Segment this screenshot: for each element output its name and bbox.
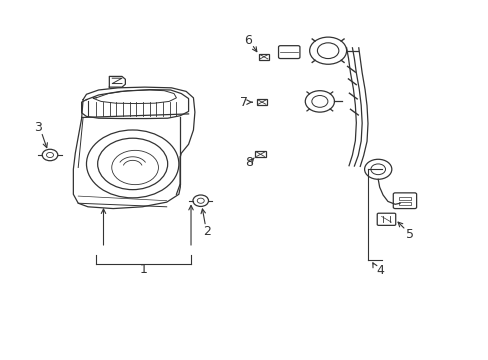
Text: 8: 8 — [245, 156, 253, 169]
Bar — [398, 202, 410, 204]
Bar — [398, 197, 410, 200]
Text: 2: 2 — [202, 225, 210, 238]
Text: 3: 3 — [34, 121, 41, 134]
Text: 5: 5 — [405, 228, 413, 241]
Text: 7: 7 — [239, 96, 247, 109]
Bar — [255, 151, 265, 157]
Text: 6: 6 — [244, 34, 252, 47]
Text: 1: 1 — [139, 263, 147, 276]
Bar — [256, 99, 267, 105]
Text: 4: 4 — [376, 264, 384, 276]
Bar — [258, 54, 269, 60]
